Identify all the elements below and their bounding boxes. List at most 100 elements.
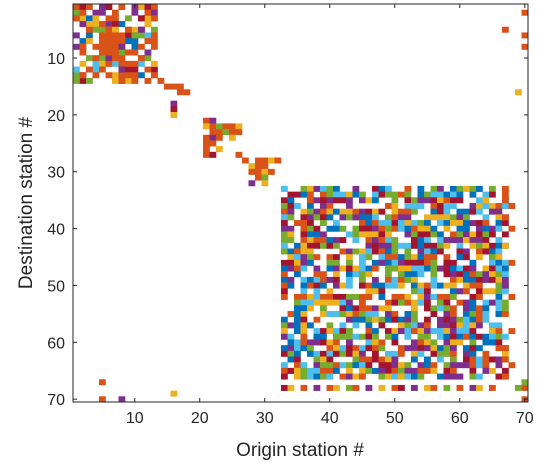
heatmap-cell-197 (476, 208, 483, 215)
heatmap-cell-446 (339, 265, 347, 272)
heatmap-cell-196 (469, 208, 477, 215)
heatmap-cell-1029 (79, 72, 87, 79)
heatmap-cell-551 (313, 288, 321, 295)
heatmap-cell-117 (430, 191, 438, 198)
heatmap-cell-813 (424, 345, 431, 352)
heatmap-cell-356 (443, 242, 451, 249)
heatmap-cell-465 (469, 265, 477, 272)
heatmap-cell-646 (320, 311, 327, 318)
heatmap-cell-72 (112, 77, 119, 84)
heatmap-cell-345 (372, 242, 379, 249)
heatmap-cell-513 (456, 276, 464, 283)
heatmap-cell-387 (489, 248, 496, 255)
y-tick-label-20: 20 (47, 108, 65, 125)
heatmap-cell-927 (502, 367, 509, 374)
heatmap-cell-79 (313, 185, 321, 192)
heatmap-cell-690 (476, 316, 483, 323)
heatmap-cell-121 (456, 191, 464, 198)
heatmap-cell-1108 (333, 384, 340, 391)
heatmap-cell-586 (430, 293, 438, 300)
heatmap-cell-911 (365, 367, 373, 374)
heatmap-cell-178 (326, 208, 334, 215)
heatmap-cell-704 (411, 322, 418, 329)
heatmap-cell-938 (359, 373, 366, 380)
heatmap-cell-538 (417, 282, 425, 289)
heatmap-cell-868 (482, 356, 490, 363)
heatmap-cell-971 (92, 15, 100, 22)
heatmap-cell-1053 (222, 123, 230, 130)
heatmap-cell-1088 (502, 185, 509, 192)
heatmap-cell-762 (450, 333, 457, 340)
heatmap-cell-815 (437, 345, 444, 352)
heatmap-cell-980 (86, 26, 93, 33)
heatmap-cell-535 (391, 282, 399, 289)
heatmap-cell-177 (320, 208, 327, 215)
heatmap-cell-1000 (92, 43, 100, 50)
heatmap-cell-414 (281, 259, 288, 266)
heatmap-cell-193 (443, 208, 451, 215)
heatmap-cell-417 (300, 259, 308, 266)
heatmap-cell-344 (365, 242, 373, 249)
heatmap-cell-454 (398, 265, 405, 272)
heatmap-cell-203 (307, 214, 314, 221)
heatmap-cell-737 (450, 328, 457, 335)
heatmap-cell-544 (463, 282, 470, 289)
heatmap-cell-173 (287, 208, 295, 215)
heatmap-cell-670 (300, 316, 308, 323)
heatmap-cell-64 (73, 72, 80, 79)
heatmap-cell-1003 (112, 43, 119, 50)
heatmap-cell-697 (326, 322, 334, 329)
heatmap-cell-682 (411, 316, 418, 323)
heatmap-cell-806 (365, 345, 373, 352)
heatmap-cell-266 (378, 225, 386, 232)
heatmap-cell-319 (365, 237, 373, 244)
heatmap-cell-228 (294, 220, 301, 227)
heatmap-cell-298 (424, 231, 431, 238)
heatmap-cell-1097 (508, 293, 516, 300)
heatmap-cell-256 (300, 225, 308, 232)
heatmap-cell-520 (502, 276, 509, 283)
heatmap-cell-294 (385, 231, 392, 238)
heatmap-cell-802 (339, 345, 347, 352)
heatmap-cell-464 (463, 265, 470, 272)
heatmap-cell-259 (326, 225, 334, 232)
heatmap-cell-349 (398, 242, 405, 249)
heatmap-cell-295 (404, 231, 412, 238)
heatmap-cell-550 (300, 288, 308, 295)
heatmap-cell-132 (339, 197, 347, 204)
heatmap-cell-359 (476, 242, 483, 249)
heatmap-cell-956 (86, 4, 93, 10)
heatmap-cell-328 (443, 237, 451, 244)
heatmap-cell-389 (287, 254, 295, 261)
heatmap-cell-777 (326, 339, 334, 346)
heatmap-cell-611 (443, 299, 451, 306)
heatmap-cell-1115 (411, 384, 418, 391)
heatmap-cell-475 (346, 271, 353, 278)
heatmap-cell-1035 (73, 77, 80, 84)
heatmap-cell-14 (86, 21, 93, 28)
heatmap-cell-939 (378, 373, 386, 380)
heatmap-cell-578 (359, 293, 366, 300)
heatmap-cell-1040 (170, 83, 178, 90)
heatmap-cell-642 (502, 305, 509, 312)
heatmap-cell-494 (502, 271, 509, 278)
heatmap-cell-88 (417, 185, 425, 192)
heatmap-cell-847 (482, 350, 490, 357)
heatmap-cell-31 (144, 32, 152, 39)
heatmap-cell-12 (144, 15, 152, 22)
heatmap-cell-340 (313, 242, 321, 249)
heatmap-cell-28 (125, 32, 132, 39)
heatmap-cell-102 (320, 191, 327, 198)
heatmap-cell-686 (450, 316, 457, 323)
heatmap-cell-224 (482, 214, 490, 221)
heatmap-cell-914 (385, 367, 392, 374)
heatmap-cell-480 (398, 271, 405, 278)
heatmap-cell-555 (378, 288, 386, 295)
heatmap-cell-722 (333, 328, 340, 335)
heatmap-cell-795 (281, 345, 288, 352)
heatmap-cell-901 (287, 367, 295, 374)
heatmap-cell-8 (79, 15, 87, 22)
heatmap-cell-17 (118, 21, 126, 28)
heatmap-cell-384 (463, 248, 470, 255)
heatmap-cell-948 (450, 373, 457, 380)
